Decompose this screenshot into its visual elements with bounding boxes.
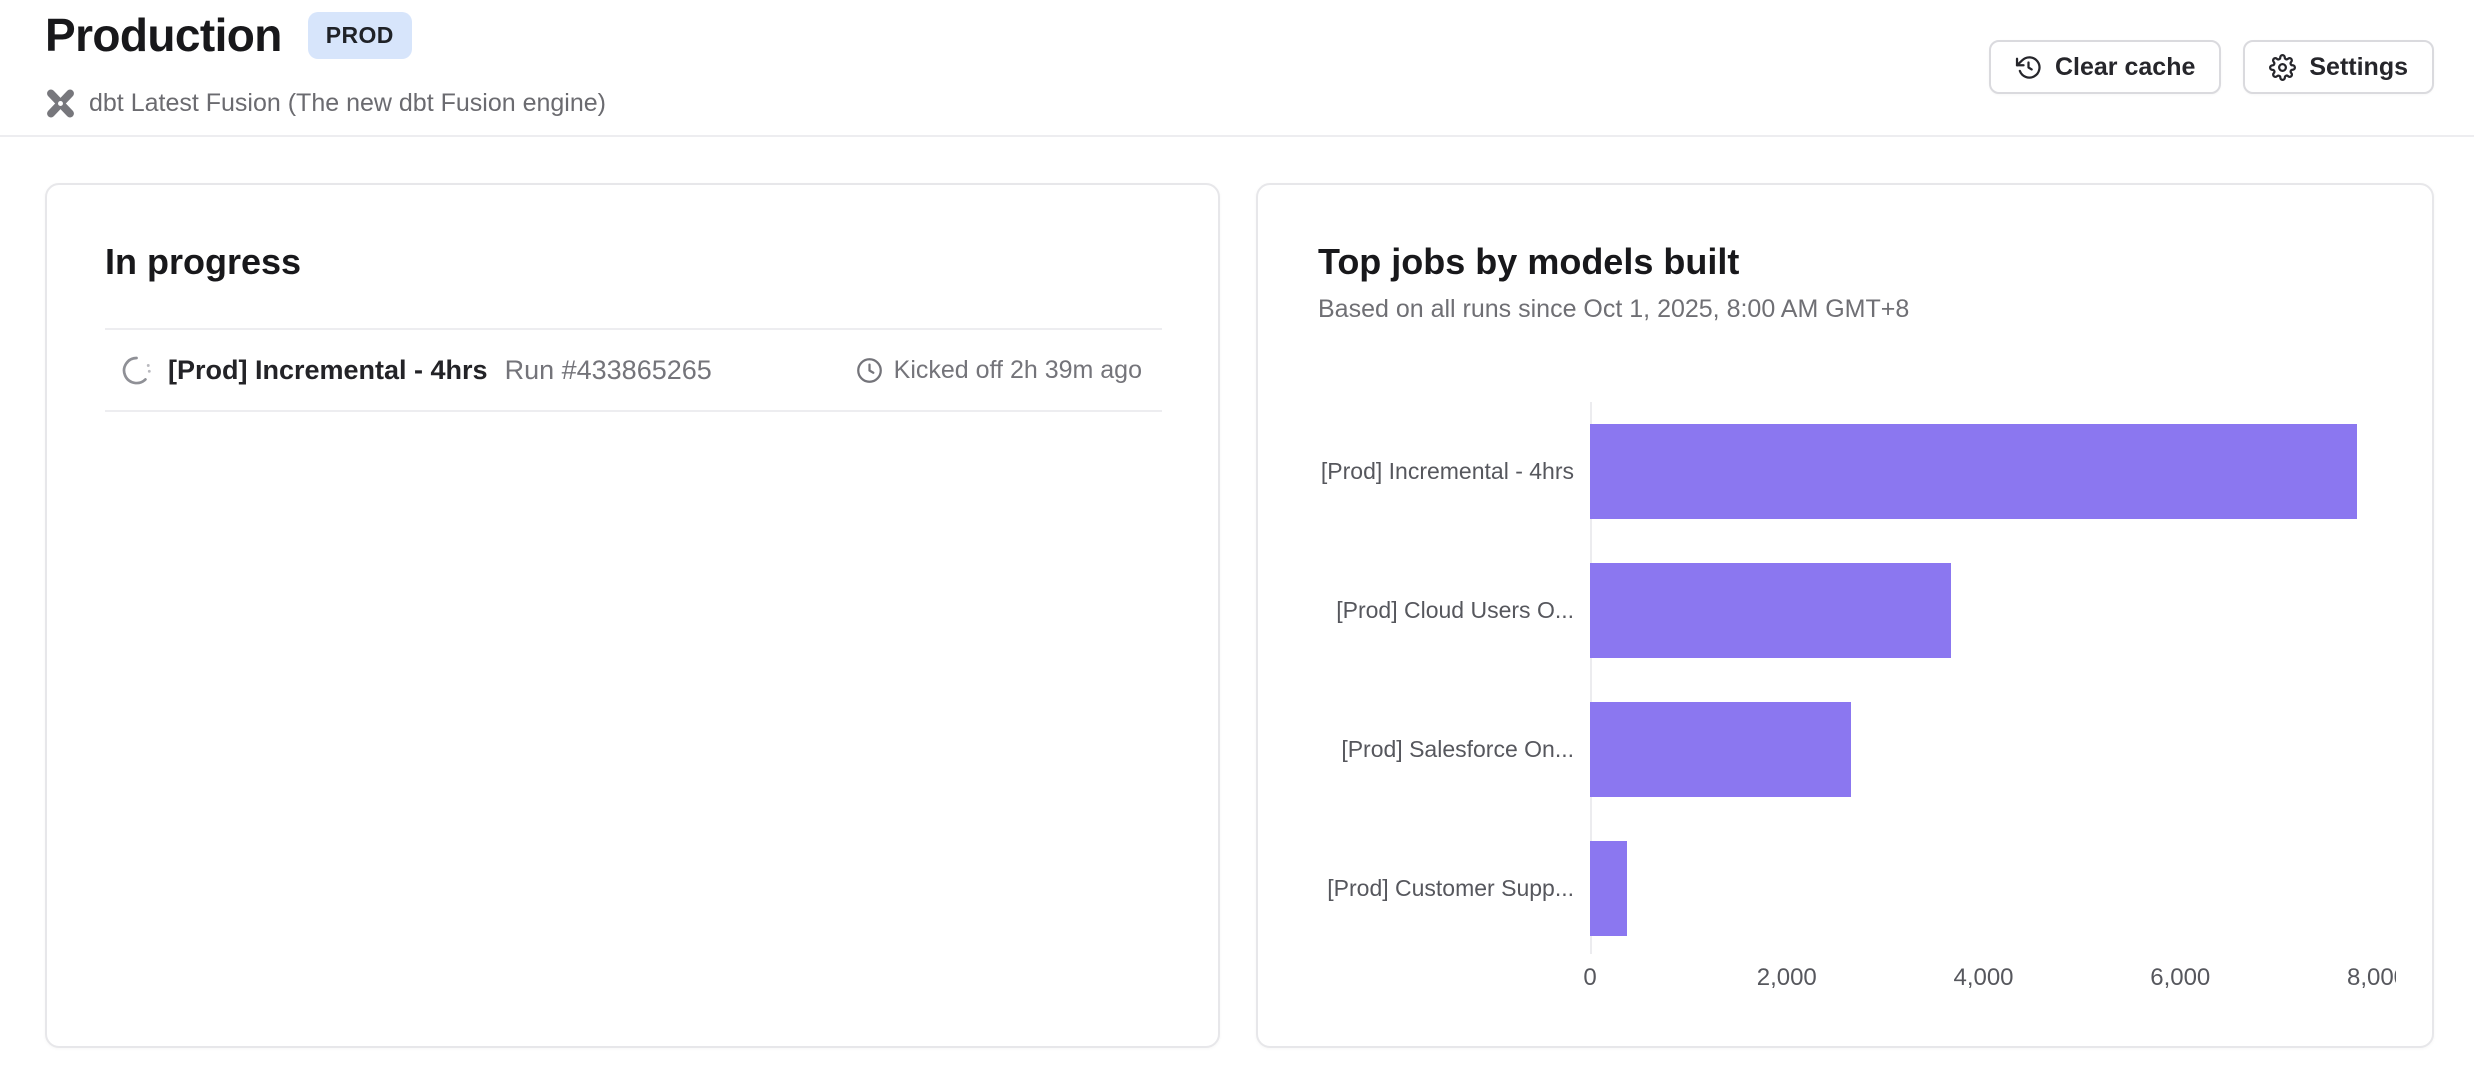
chart-bar[interactable] [1590, 702, 1851, 797]
chart-y-axis-line [1590, 402, 1592, 954]
environment-badge: PROD [307, 11, 412, 59]
chart-xtick-label: 4,000 [1953, 964, 2014, 991]
chart-bar[interactable] [1590, 841, 1627, 936]
chart-xtick-label: 8,000 [2346, 964, 2396, 991]
in-progress-heading: In progress [105, 241, 302, 282]
chart-subtitle: Based on all runs since Oct 1, 2025, 8:0… [1318, 295, 1910, 323]
run-number-link[interactable]: Run #433865265 [504, 354, 712, 385]
chart-category-label: [Prod] Salesforce On... [1341, 736, 1574, 762]
bar-chart: [Prod] Incremental - 4hrs [Prod] Cloud Us… [1318, 402, 2396, 1042]
clock-icon [856, 357, 883, 384]
chart-xtick-label: 6,000 [2150, 964, 2211, 991]
chart-title: Top jobs by models built [1318, 241, 1740, 282]
top-jobs-card: Top jobs by models built Based on all ru… [1256, 183, 2434, 1048]
chart-row: [Prod] Incremental - 4hrs [1318, 402, 2396, 541]
history-icon [2015, 54, 2042, 81]
chart-bar[interactable] [1590, 563, 1951, 658]
kicked-off-text: Kicked off 2h 39m ago [893, 355, 1142, 384]
chart-category-label: [Prod] Cloud Users O... [1336, 597, 1574, 623]
chart-row: [Prod] Cloud Users O... [1318, 541, 2396, 680]
chart-xtick-label: 2,000 [1756, 964, 1817, 991]
clear-cache-label: Clear cache [2055, 52, 2196, 81]
chart-xtick-label: 0 [1583, 964, 1597, 991]
in-progress-run-row[interactable]: [Prod] Incremental - 4hrs Run #433865265… [105, 328, 1162, 412]
title-row: Production PROD [45, 8, 412, 62]
gear-icon [2269, 53, 2297, 81]
dbt-logo-icon [45, 88, 76, 119]
settings-label: Settings [2309, 52, 2408, 81]
kicked-off-group: Kicked off 2h 39m ago [856, 356, 1142, 385]
clear-cache-button[interactable]: Clear cache [1989, 40, 2222, 94]
engine-subtitle: dbt Latest Fusion (The new dbt Fusion en… [89, 89, 606, 117]
page-title: Production [45, 9, 282, 61]
chart-category-label: [Prod] Customer Supp... [1327, 875, 1574, 901]
engine-subtitle-row: dbt Latest Fusion (The new dbt Fusion en… [45, 88, 606, 119]
settings-button[interactable]: Settings [2243, 40, 2434, 94]
chart-row: [Prod] Customer Supp... [1318, 819, 2396, 958]
chart-row: [Prod] Salesforce On... [1318, 680, 2396, 819]
chart-category-label: [Prod] Incremental - 4hrs [1320, 458, 1574, 484]
chart-bar[interactable] [1590, 424, 2357, 519]
spinner-icon [121, 355, 152, 386]
in-progress-card: In progress [Prod] Incremental - 4hrs Ru… [45, 183, 1220, 1048]
job-name: [Prod] Incremental - 4hrs [168, 354, 488, 385]
header-actions: Clear cache Settings [1989, 40, 2434, 94]
chart-xaxis: 0 2,000 4,000 6,000 8,000 [1318, 964, 2396, 998]
chart-rows: [Prod] Incremental - 4hrs [Prod] Cloud Us… [1318, 402, 2396, 958]
page-header: Production PROD dbt Latest Fusion (The n… [0, 0, 2474, 137]
